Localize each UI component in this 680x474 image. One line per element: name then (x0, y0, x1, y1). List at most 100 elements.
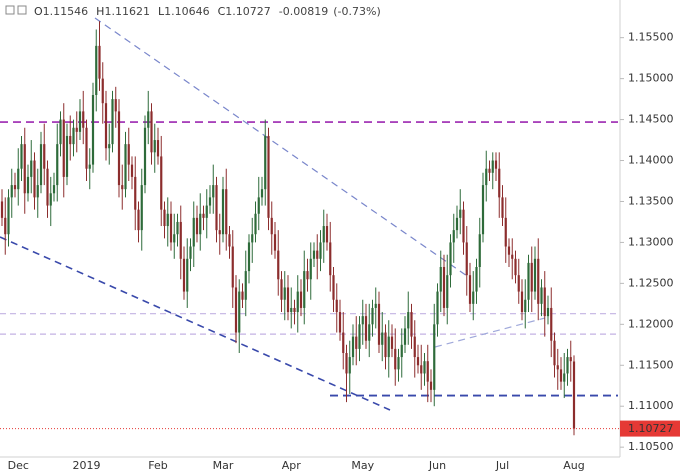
candle-body (111, 99, 114, 145)
candle-body (215, 185, 218, 231)
candle-body (277, 250, 280, 280)
x-tick-label: Feb (148, 459, 167, 472)
candle-body (143, 127, 147, 186)
candle-body (254, 213, 257, 235)
candle-body (416, 357, 420, 366)
candle-body (130, 164, 134, 177)
candle-body (234, 287, 238, 333)
levels (0, 121, 618, 397)
candle-body (238, 291, 241, 333)
candle-body (127, 144, 130, 165)
candle-body (121, 185, 124, 190)
candle-body (46, 168, 49, 206)
candle-body (264, 135, 267, 190)
candle-body (43, 144, 46, 169)
candle-body (559, 369, 563, 382)
candle-body (247, 242, 251, 272)
candle-body (257, 197, 260, 214)
candle-body (134, 176, 137, 210)
candle-body (49, 193, 52, 206)
header: O1.11546 H1.11621 L1.10646 C1.10727 -0.00819… (5, 5, 381, 18)
candle-body (426, 361, 429, 382)
candle-body (78, 111, 82, 132)
candle-body (212, 185, 215, 198)
candle-body (225, 189, 228, 235)
candle-body (569, 357, 572, 362)
candle-body (413, 336, 416, 358)
candle-body (7, 197, 10, 235)
candle-body (449, 242, 452, 276)
candle-body (208, 197, 212, 206)
candle-body (160, 156, 163, 210)
candle-body (156, 140, 160, 157)
candle-body (280, 279, 283, 300)
y-tick-label: 1.12500 (628, 276, 674, 289)
header-value: 1.10727 (225, 5, 271, 18)
candle-body (199, 213, 202, 235)
candle-body (241, 291, 244, 300)
header-change: -0.00819 (279, 5, 328, 18)
candle-body (117, 111, 121, 186)
candle-body (137, 209, 140, 231)
x-tick-label: Apr (282, 459, 302, 472)
candle-body (442, 266, 446, 308)
candle-body (195, 217, 199, 235)
candle-body (540, 287, 543, 304)
candle-body (566, 357, 569, 374)
header-label: L (158, 5, 165, 18)
y-tick-label: 1.14000 (628, 154, 674, 167)
candle-body (377, 303, 381, 345)
candle-body (514, 258, 517, 276)
candle-body (166, 213, 169, 227)
candle-body (494, 160, 498, 169)
candle-body (52, 185, 56, 194)
ohlc-header: O1.11546 H1.11621 L1.10646 C1.10727 -0.00819… (34, 5, 381, 18)
y-tick-label: 1.13500 (628, 194, 674, 207)
candle-body (459, 209, 462, 218)
candle-body (75, 127, 78, 132)
candle-body (176, 221, 179, 235)
y-tick-label: 1.15500 (628, 31, 674, 44)
candle-body (439, 266, 442, 292)
candle-body (511, 254, 514, 259)
header-icon (17, 5, 27, 15)
candle-body (189, 246, 192, 259)
candle-body (290, 307, 293, 313)
trend-lines (0, 17, 546, 411)
candle-body (13, 185, 17, 190)
candle-body (446, 275, 449, 308)
candle-body (140, 185, 143, 231)
candle-body (397, 357, 400, 370)
candle-body (306, 271, 309, 280)
candle-body (260, 189, 264, 198)
candle-body (33, 160, 36, 198)
candle-body (319, 242, 322, 259)
candles (0, 21, 576, 436)
candle-body (267, 135, 270, 218)
candle-body (69, 135, 72, 145)
candle-body (169, 213, 173, 243)
header-icon (5, 5, 15, 15)
candle-body (384, 332, 387, 358)
y-tick-label: 1.11500 (628, 358, 674, 371)
candle-body (270, 217, 273, 235)
candle-body (147, 111, 150, 128)
candle-body (101, 78, 104, 104)
candle-body (283, 287, 286, 300)
candle-body (475, 266, 478, 292)
candle-body (550, 307, 553, 341)
axes: 1.10500 1.11000 1.11500 1.12000 1.12500 1.130… (0, 31, 680, 472)
candle-body (387, 336, 390, 358)
candle-body (39, 144, 43, 186)
candle-body (316, 250, 319, 259)
candle-body (335, 299, 338, 313)
candle-body (228, 234, 231, 247)
last-price-box (620, 420, 680, 437)
candle-body (423, 361, 426, 374)
candle-body (205, 205, 208, 218)
candle-body (481, 185, 485, 235)
candle-body (182, 258, 186, 292)
x-tick-label: May (351, 459, 374, 472)
